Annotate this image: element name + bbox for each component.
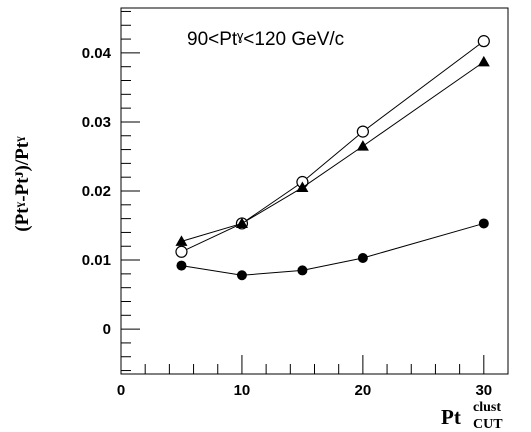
y-axis-tick-labels: 0 0.01 0.02 0.03 0.04 [82,45,112,338]
data-point-filled-triangle [296,181,309,193]
x-axis-label: Pt [441,405,461,429]
data-point-filled-circle [236,270,247,281]
plot-frame [120,7,509,375]
data-point-filled-circle [357,252,368,263]
series-filled-triangle [175,55,490,246]
data-series [175,35,490,281]
data-point-filled-circle [297,265,308,276]
x-axis-label-subscript: CUT [473,417,503,432]
y-tick-label: 0.04 [82,45,112,62]
x-tick-label: 10 [234,382,251,399]
x-axis-label-superscript: clust [473,400,501,415]
x-axis-ticks [120,355,509,374]
series-open-circle [175,35,490,258]
chart-annotation: 90<Ptˠ<120 GeV/c [187,29,344,50]
data-point-open-circle [356,125,369,138]
x-axis-label-group: Pt clust CUT [441,400,503,432]
x-tick-label: 30 [475,382,492,399]
series-line [181,61,485,242]
y-tick-label: 0.02 [82,183,111,200]
data-point-filled-triangle [477,55,490,67]
series-line [181,222,484,276]
y-tick-label: 0.01 [82,252,111,269]
data-point-filled-triangle [235,217,248,228]
data-point-filled-triangle [175,235,188,246]
data-point-open-circle [477,35,490,48]
x-axis-tick-labels: 0 10 20 30 [117,382,492,399]
y-axis-ticks [121,10,140,372]
data-point-filled-circle [478,218,489,229]
x-tick-label: 20 [355,382,372,399]
data-point-open-circle [175,245,188,258]
series-filled-circle [176,218,489,281]
y-tick-label: 0 [103,321,111,338]
data-point-filled-triangle [356,140,369,151]
y-axis-label: (Ptˠ-Ptᴶ)/Ptˠ [12,136,33,232]
series-line [181,40,485,253]
data-point-filled-circle [176,260,187,271]
x-tick-label: 0 [117,382,125,399]
y-tick-label: 0.03 [82,114,111,131]
